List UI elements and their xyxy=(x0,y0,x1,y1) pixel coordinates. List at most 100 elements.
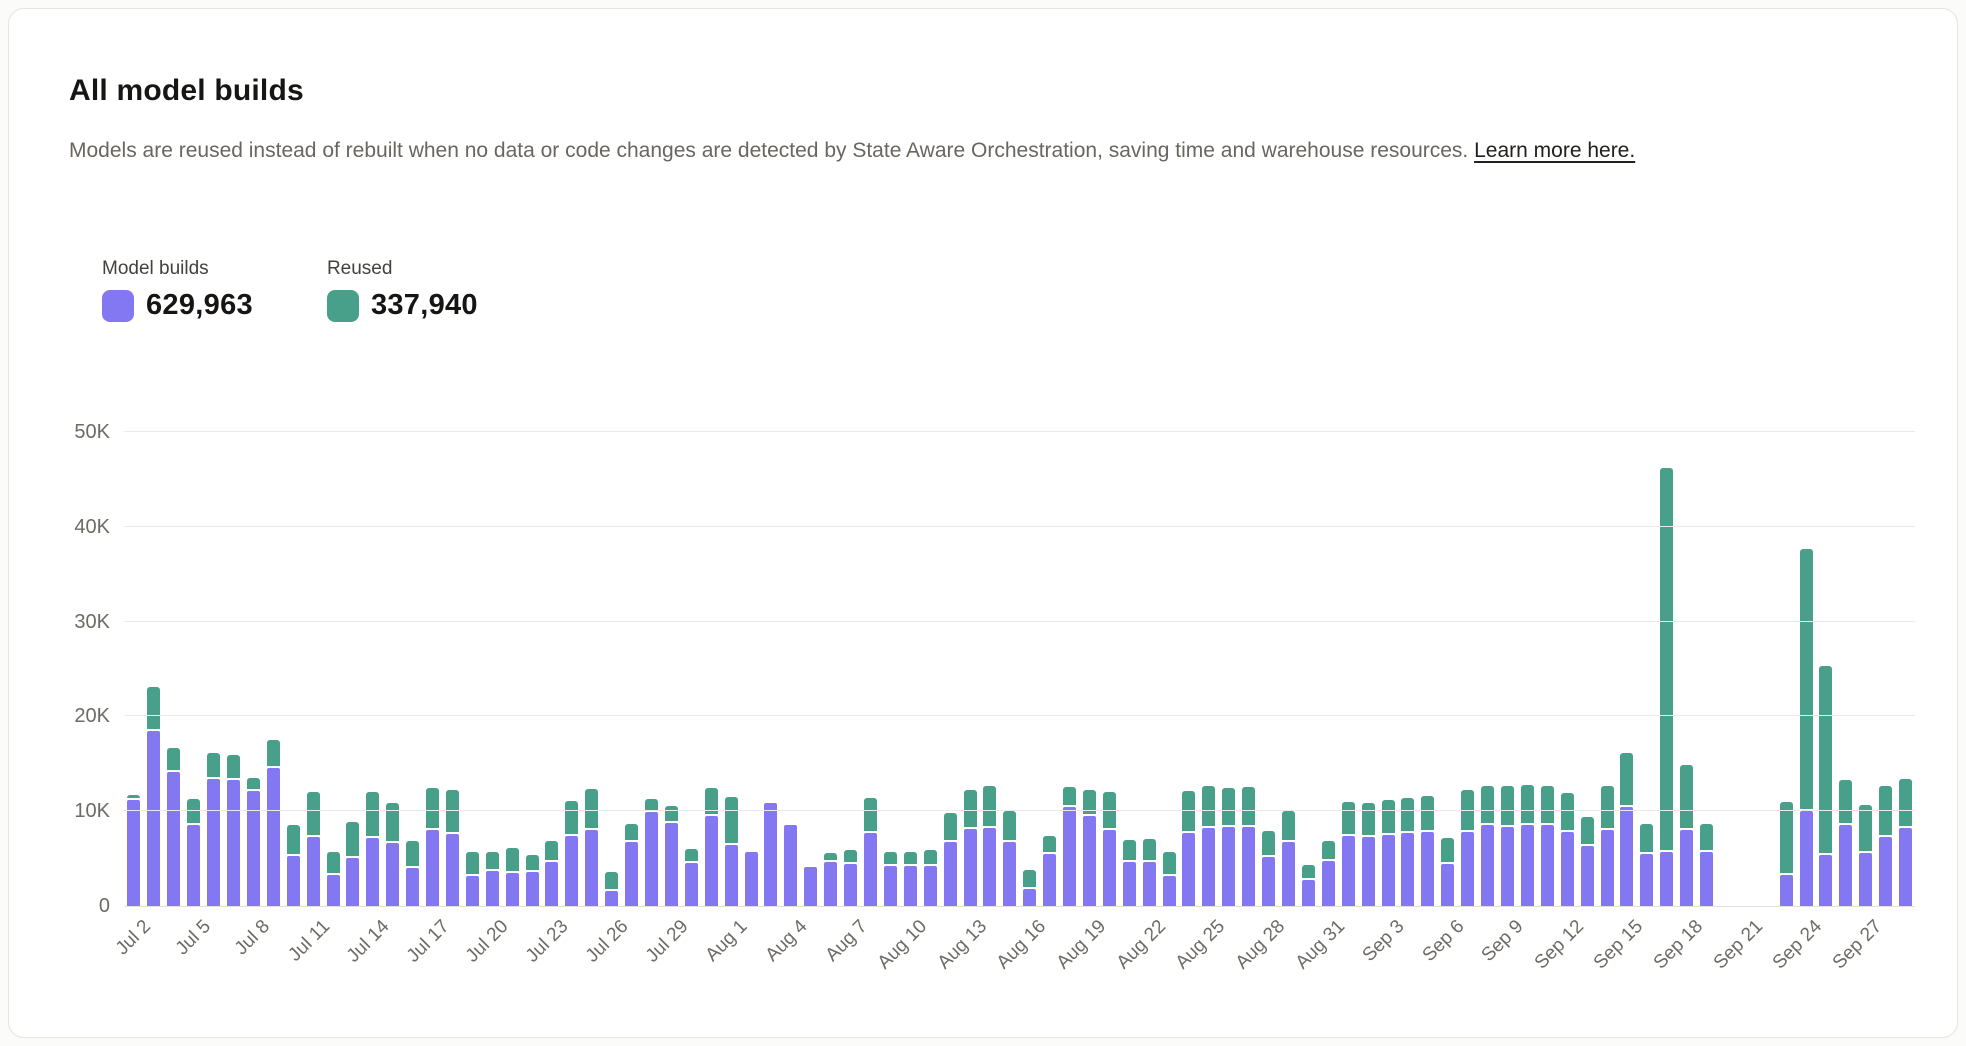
bar-jul-22[interactable] xyxy=(522,432,542,906)
bar-jul-21[interactable] xyxy=(502,432,522,906)
bar-aug-5[interactable] xyxy=(801,432,821,906)
bar-sep-18[interactable] xyxy=(1677,432,1697,906)
bar-aug-29[interactable] xyxy=(1279,432,1299,906)
bar-jul-14[interactable] xyxy=(363,432,383,906)
bar-sep-15[interactable] xyxy=(1617,432,1637,906)
x-tick-label-jul-26: Jul 26 xyxy=(581,916,633,967)
bar-aug-6[interactable] xyxy=(821,432,841,906)
bar-sep-22[interactable] xyxy=(1756,432,1776,906)
bar-jul-8[interactable] xyxy=(243,432,263,906)
bar-aug-8[interactable] xyxy=(861,432,881,906)
bar-sep-14[interactable] xyxy=(1597,432,1617,906)
bar-jul-9[interactable] xyxy=(263,432,283,906)
bar-sep-1[interactable] xyxy=(1338,432,1358,906)
bar-aug-22[interactable] xyxy=(1139,432,1159,906)
bar-sep-4[interactable] xyxy=(1398,432,1418,906)
bar-sep-23[interactable] xyxy=(1776,432,1796,906)
model-builds-segment xyxy=(246,791,260,906)
bar-jul-30[interactable] xyxy=(681,432,701,906)
bar-sep-6[interactable] xyxy=(1438,432,1458,906)
bar-jul-26[interactable] xyxy=(602,432,622,906)
bar-jul-6[interactable] xyxy=(204,432,224,906)
learn-more-link[interactable]: Learn more here. xyxy=(1474,139,1636,162)
bar-aug-26[interactable] xyxy=(1219,432,1239,906)
bar-aug-2[interactable] xyxy=(741,432,761,906)
bar-jul-7[interactable] xyxy=(224,432,244,906)
bar-jul-5[interactable] xyxy=(184,432,204,906)
bar-sep-26[interactable] xyxy=(1836,432,1856,906)
bar-jul-4[interactable] xyxy=(164,432,184,906)
bar-jul-20[interactable] xyxy=(482,432,502,906)
bar-sep-10[interactable] xyxy=(1517,432,1537,906)
bar-jul-24[interactable] xyxy=(562,432,582,906)
bar-aug-31[interactable] xyxy=(1318,432,1338,906)
bar-sep-2[interactable] xyxy=(1358,432,1378,906)
bar-sep-8[interactable] xyxy=(1478,432,1498,906)
bar-sep-21[interactable] xyxy=(1736,432,1756,906)
bar-jul-29[interactable] xyxy=(661,432,681,906)
bar-sep-28[interactable] xyxy=(1876,432,1896,906)
bar-aug-28[interactable] xyxy=(1259,432,1279,906)
bar-sep-25[interactable] xyxy=(1816,432,1836,906)
bar-aug-7[interactable] xyxy=(841,432,861,906)
bar-sep-3[interactable] xyxy=(1378,432,1398,906)
bar-sep-20[interactable] xyxy=(1717,432,1737,906)
model-builds-segment xyxy=(744,851,758,906)
x-tick-label-jul-23: Jul 23 xyxy=(522,916,573,967)
bar-jul-13[interactable] xyxy=(343,432,363,906)
bar-sep-13[interactable] xyxy=(1577,432,1597,906)
model-builds-segment xyxy=(1003,842,1017,906)
bar-sep-27[interactable] xyxy=(1856,432,1876,906)
bar-jul-28[interactable] xyxy=(642,432,662,906)
bar-aug-30[interactable] xyxy=(1298,432,1318,906)
model-builds-segment xyxy=(525,871,539,906)
bar-aug-16[interactable] xyxy=(1020,432,1040,906)
bar-jul-18[interactable] xyxy=(443,432,463,906)
bar-jul-12[interactable] xyxy=(323,432,343,906)
bar-aug-15[interactable] xyxy=(1000,432,1020,906)
bar-aug-17[interactable] xyxy=(1040,432,1060,906)
bar-sep-19[interactable] xyxy=(1697,432,1717,906)
bar-aug-24[interactable] xyxy=(1179,432,1199,906)
bar-jul-11[interactable] xyxy=(303,432,323,906)
y-axis-label-10K: 10K xyxy=(74,800,110,823)
bar-aug-18[interactable] xyxy=(1060,432,1080,906)
bar-aug-19[interactable] xyxy=(1080,432,1100,906)
bar-aug-4[interactable] xyxy=(781,432,801,906)
bar-sep-12[interactable] xyxy=(1557,432,1577,906)
model-builds-segment xyxy=(863,833,877,906)
bar-aug-27[interactable] xyxy=(1239,432,1259,906)
bar-aug-12[interactable] xyxy=(940,432,960,906)
bar-sep-5[interactable] xyxy=(1418,432,1438,906)
bar-aug-13[interactable] xyxy=(960,432,980,906)
bar-jul-15[interactable] xyxy=(383,432,403,906)
bar-aug-1[interactable] xyxy=(721,432,741,906)
bar-aug-10[interactable] xyxy=(900,432,920,906)
bar-aug-25[interactable] xyxy=(1199,432,1219,906)
x-tick-label-sep-3: Sep 3 xyxy=(1358,916,1409,966)
bar-jul-17[interactable] xyxy=(423,432,443,906)
bar-sep-11[interactable] xyxy=(1537,432,1557,906)
bar-jul-10[interactable] xyxy=(283,432,303,906)
bar-jul-27[interactable] xyxy=(622,432,642,906)
bar-jul-16[interactable] xyxy=(403,432,423,906)
bar-jul-23[interactable] xyxy=(542,432,562,906)
bar-jul-19[interactable] xyxy=(462,432,482,906)
bar-jul-2[interactable] xyxy=(124,432,144,906)
bar-jul-3[interactable] xyxy=(144,432,164,906)
bar-aug-11[interactable] xyxy=(920,432,940,906)
bar-aug-14[interactable] xyxy=(980,432,1000,906)
bar-aug-9[interactable] xyxy=(880,432,900,906)
bar-sep-17[interactable] xyxy=(1657,432,1677,906)
bar-aug-21[interactable] xyxy=(1119,432,1139,906)
bar-jul-31[interactable] xyxy=(701,432,721,906)
bar-sep-7[interactable] xyxy=(1458,432,1478,906)
bar-aug-23[interactable] xyxy=(1159,432,1179,906)
bar-aug-20[interactable] xyxy=(1099,432,1119,906)
bar-sep-9[interactable] xyxy=(1498,432,1518,906)
bar-sep-16[interactable] xyxy=(1637,432,1657,906)
bar-aug-3[interactable] xyxy=(761,432,781,906)
bar-jul-25[interactable] xyxy=(582,432,602,906)
bar-sep-29[interactable] xyxy=(1896,432,1916,906)
bar-sep-24[interactable] xyxy=(1796,432,1816,906)
